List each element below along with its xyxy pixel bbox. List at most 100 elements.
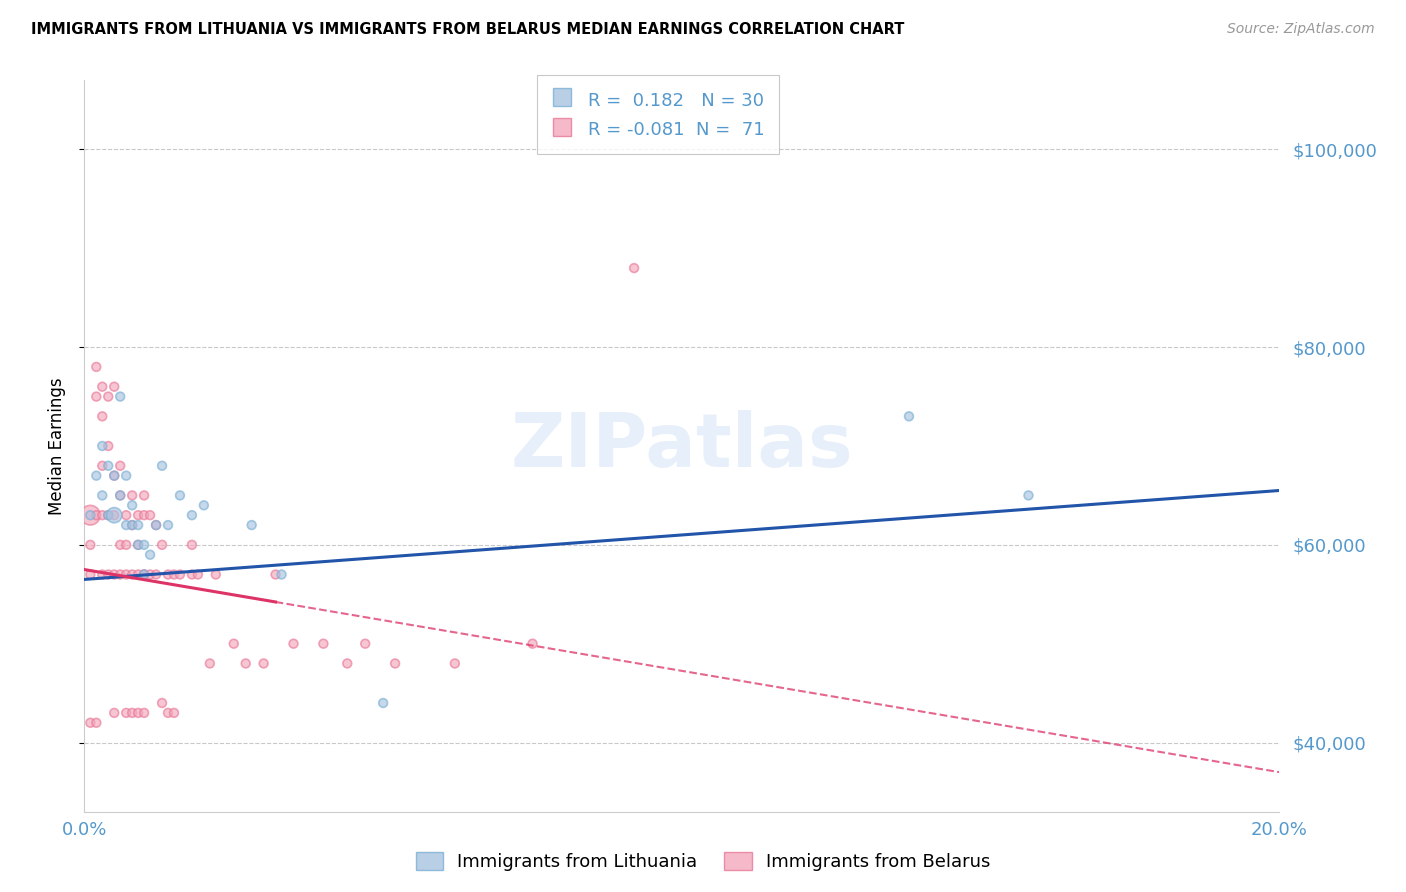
Point	[444, 657, 467, 671]
Point	[91, 439, 114, 453]
Point	[354, 637, 377, 651]
Point	[373, 696, 395, 710]
Point	[127, 518, 149, 533]
Point	[91, 380, 114, 394]
Point	[264, 567, 287, 582]
Point	[181, 567, 204, 582]
Point	[86, 468, 108, 483]
Point	[145, 567, 167, 582]
Point	[103, 468, 125, 483]
Point	[103, 468, 125, 483]
Point	[115, 468, 138, 483]
Point	[91, 458, 114, 473]
Point	[145, 518, 167, 533]
Point	[97, 458, 120, 473]
Point	[283, 637, 305, 651]
Point	[132, 488, 156, 502]
Point	[103, 706, 125, 720]
Point	[132, 567, 156, 582]
Point	[79, 567, 101, 582]
Point	[115, 518, 138, 533]
Point	[163, 706, 186, 720]
Point	[132, 508, 156, 523]
Point	[169, 488, 191, 502]
Point	[97, 439, 120, 453]
Point	[121, 706, 143, 720]
Point	[157, 706, 180, 720]
Point	[235, 657, 257, 671]
Text: Source: ZipAtlas.com: Source: ZipAtlas.com	[1227, 22, 1375, 37]
Point	[91, 508, 114, 523]
Point	[336, 657, 359, 671]
Point	[127, 508, 149, 523]
Point	[139, 508, 162, 523]
Point	[97, 390, 120, 404]
Point	[97, 567, 120, 582]
Point	[115, 508, 138, 523]
Point	[522, 637, 544, 651]
Point	[205, 567, 228, 582]
Point	[127, 538, 149, 552]
Point	[103, 380, 125, 394]
Point	[127, 706, 149, 720]
Point	[181, 508, 204, 523]
Point	[86, 390, 108, 404]
Point	[121, 498, 143, 512]
Point	[150, 458, 173, 473]
Point	[115, 567, 138, 582]
Point	[270, 567, 292, 582]
Point	[169, 567, 191, 582]
Point	[198, 657, 221, 671]
Point	[86, 508, 108, 523]
Point	[384, 657, 406, 671]
Point	[127, 567, 149, 582]
Text: ZIPatlas: ZIPatlas	[510, 409, 853, 483]
Point	[132, 706, 156, 720]
Point	[97, 508, 120, 523]
Point	[103, 508, 125, 523]
Y-axis label: Median Earnings: Median Earnings	[48, 377, 66, 515]
Point	[79, 538, 101, 552]
Point	[97, 508, 120, 523]
Point	[121, 518, 143, 533]
Point	[110, 488, 132, 502]
Point	[132, 567, 156, 582]
Legend: R =  0.182   N = 30, R = -0.081  N =  71: R = 0.182 N = 30, R = -0.081 N = 71	[537, 75, 779, 154]
Point	[79, 508, 101, 523]
Point	[121, 518, 143, 533]
Point	[181, 538, 204, 552]
Point	[132, 567, 156, 582]
Point	[312, 637, 335, 651]
Point	[103, 508, 125, 523]
Point	[121, 567, 143, 582]
Point	[193, 498, 215, 512]
Point	[86, 715, 108, 730]
Point	[222, 637, 245, 651]
Point	[86, 359, 108, 374]
Point	[139, 567, 162, 582]
Point	[121, 488, 143, 502]
Point	[1018, 488, 1040, 502]
Text: IMMIGRANTS FROM LITHUANIA VS IMMIGRANTS FROM BELARUS MEDIAN EARNINGS CORRELATION: IMMIGRANTS FROM LITHUANIA VS IMMIGRANTS …	[31, 22, 904, 37]
Point	[110, 567, 132, 582]
Point	[91, 488, 114, 502]
Point	[623, 261, 645, 276]
Point	[110, 390, 132, 404]
Point	[157, 518, 180, 533]
Point	[150, 696, 173, 710]
Point	[110, 458, 132, 473]
Legend: Immigrants from Lithuania, Immigrants from Belarus: Immigrants from Lithuania, Immigrants fr…	[409, 845, 997, 879]
Point	[132, 538, 156, 552]
Point	[898, 409, 921, 424]
Point	[79, 715, 101, 730]
Point	[115, 706, 138, 720]
Point	[127, 538, 149, 552]
Point	[253, 657, 276, 671]
Point	[79, 508, 101, 523]
Point	[150, 538, 173, 552]
Point	[240, 518, 263, 533]
Point	[110, 488, 132, 502]
Point	[91, 567, 114, 582]
Point	[115, 538, 138, 552]
Point	[145, 518, 167, 533]
